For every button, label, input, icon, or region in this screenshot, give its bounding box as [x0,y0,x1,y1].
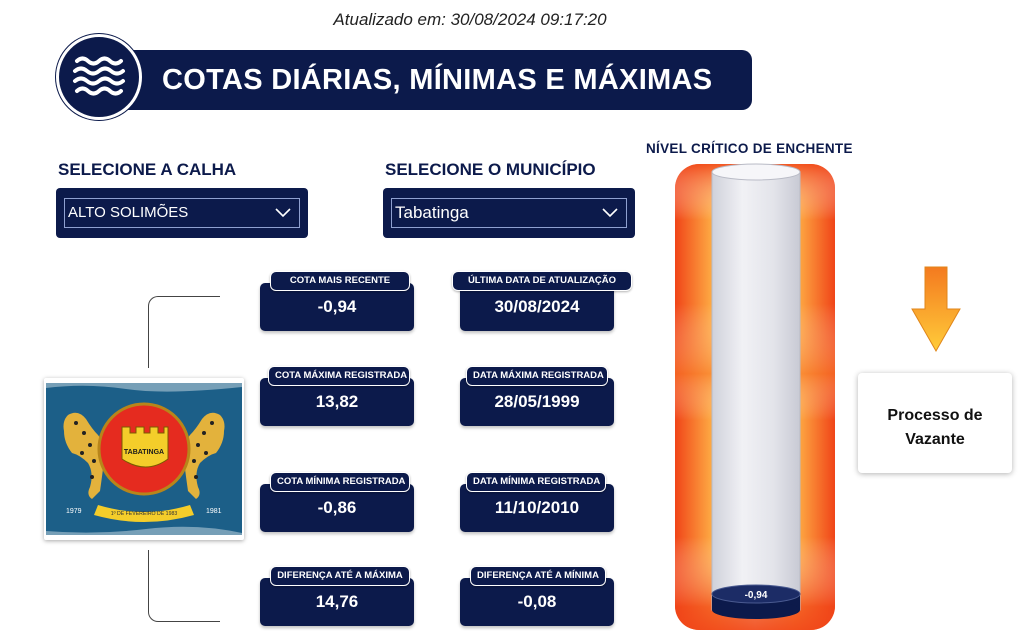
ultima-data-card: 30/08/2024 [460,283,614,331]
trend-status-text: Processo de Vazante [887,407,983,448]
calha-select[interactable]: ALTO SOLIMÕES [56,188,308,238]
data-maxima-value: 28/05/1999 [494,392,580,411]
data-maxima-card: 28/05/1999 [460,378,614,426]
data-minima-value: 11/10/2010 [494,498,580,517]
cota-maxima-card: 13,82 [260,378,414,426]
dif-minima-value: -0,08 [517,592,557,611]
dif-maxima-label: DIFERENÇA ATÉ A MÁXIMA [270,566,410,586]
dif-maxima-value: 14,76 [315,592,359,611]
data-maxima-label: DATA MÁXIMA REGISTRADA [466,366,608,386]
ultima-data-value: 30/08/2024 [494,297,580,316]
updated-timestamp: Atualizado em: 30/08/2024 09:17:20 [333,10,607,29]
trend-status-box: Processo de Vazante [858,373,1012,473]
jaguar-left-icon [63,412,105,499]
dif-minima-card: -0,08 [460,578,614,626]
ultima-data-label: ÚLTIMA DATA DE ATUALIZAÇÃO [452,271,632,291]
chevron-down-icon [602,208,618,218]
flag-ribbon-text: 1º DE FEVEREIRO DE 1983 [111,511,178,517]
municipio-select-value: Tabatinga [395,203,469,222]
page-title-bar: COTAS DIÁRIAS, MÍNIMAS E MÁXIMAS [100,50,752,110]
dif-minima-label: DIFERENÇA ATÉ A MÍNIMA [470,566,606,586]
chevron-down-icon [275,208,291,218]
dif-maxima-card: 14,76 [260,578,414,626]
municipio-select[interactable]: Tabatinga [383,188,635,238]
cota-minima-card: -0,86 [260,484,414,532]
data-minima-label: DATA MÍNIMA REGISTRADA [466,472,606,492]
cota-recente-label: COTA MAIS RECENTE [270,271,410,291]
page-title: COTAS DIÁRIAS, MÍNIMAS E MÁXIMAS [162,64,713,96]
critical-level-title: NÍVEL CRÍTICO DE ENCHENTE [646,141,853,156]
flag-year-left: 1979 [66,508,82,515]
cota-maxima-label: COTA MÁXIMA REGISTRADA [268,366,410,386]
cota-recente-value: -0,94 [317,297,357,316]
data-minima-card: 11/10/2010 [460,484,614,532]
arrow-down-icon [911,266,961,353]
flag-emblem-text: TABATINGA [124,449,164,456]
calha-select-value: ALTO SOLIMÕES [68,204,189,221]
cota-maxima-value: 13,82 [315,392,359,411]
calha-label: SELECIONE A CALHA [58,160,237,179]
cota-minima-label: COTA MÍNIMA REGISTRADA [270,472,410,492]
jaguar-right-icon [183,412,225,499]
municipio-label: SELECIONE O MUNICÍPIO [385,160,596,179]
flag-year-right: 1981 [206,508,222,515]
cota-recente-card: -0,94 [260,283,414,331]
bracket-line-top [148,296,220,368]
gauge-level-value: -0,94 [745,590,768,601]
cota-minima-value: -0,86 [317,498,357,517]
municipality-flag: TABATINGA 1979 1981 1º DE FEVEREIRO DE 1… [44,378,244,540]
water-waves-icon [56,34,142,120]
bracket-line-bottom [148,550,220,622]
flood-level-gauge: -0,94 [675,163,835,630]
